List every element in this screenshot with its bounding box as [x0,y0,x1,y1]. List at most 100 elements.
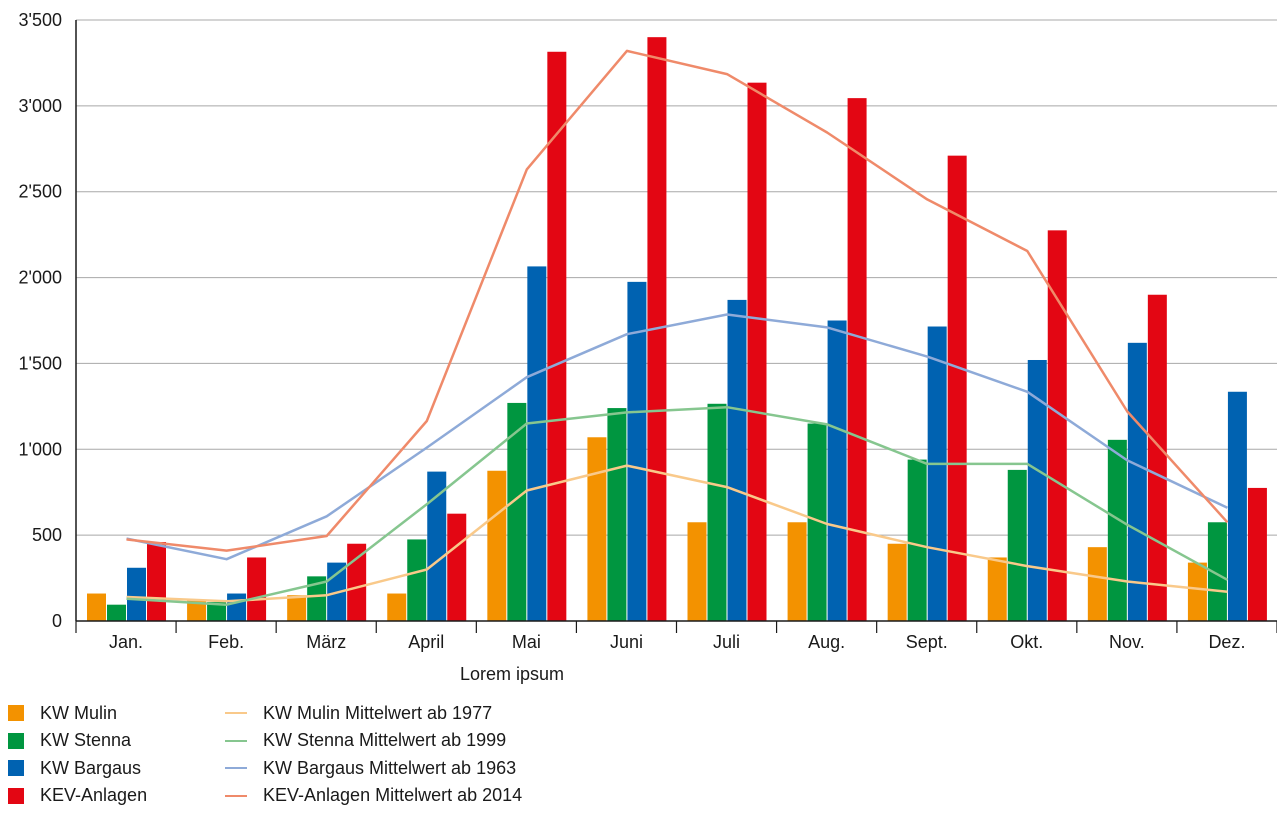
legend-swatch [8,732,24,749]
x-tick-label: April [408,632,444,652]
bar-kw-mulin [1087,547,1107,621]
bar-kw-stenna [607,408,627,621]
y-tick-label: 2'500 [19,182,62,202]
x-axis-title: Lorem ipsum [460,664,564,684]
bar-kw-stenna [207,602,227,621]
legend-label: KEV-Anlagen Mittelwert ab 2014 [263,785,523,805]
y-tick-label: 1'500 [19,353,62,373]
bar-kev-anlagen [147,542,166,621]
bar-kw-stenna [407,539,427,621]
bar-kw-stenna [307,576,327,621]
x-tick-label: Dez. [1208,632,1245,652]
legend-swatch [8,787,24,804]
bar-kev-anlagen [447,513,467,621]
bar-line-chart: 0 500 1'000 1'500 2'000 2'500 3'000 3'500 Jan. F… [19,10,1277,684]
line-kev-anlagen-mittelwert-ab-2014 [126,49,1229,552]
legend-item: KEV-Anlagen [8,785,147,807]
legend-label: KW Stenna [40,730,132,750]
y-tick-label: 0 [52,611,62,631]
bar-kev-anlagen [847,98,867,621]
x-tick-label: Feb. [208,632,244,652]
x-tick-label: Juli [713,632,740,652]
bar-kw-stenna [507,402,527,621]
bar-series [87,37,1267,621]
bar-kw-mulin [487,470,507,621]
legend-label: KW Bargaus Mittelwert ab 1963 [263,757,517,778]
bar-kev-anlagen [1147,294,1167,621]
y-tick-label: 3'000 [19,96,62,116]
legend-label: KW Mulin [40,702,118,723]
bar-kev-anlagen [1047,230,1067,621]
line-kw-bargaus-mittelwert-ab-1963 [126,313,1228,561]
x-tick-label: Mai [512,632,541,652]
y-tick-label: 3'500 [19,10,62,30]
bar-kw-bargaus [627,281,647,621]
bar-kw-mulin [87,593,106,621]
bar-kw-mulin [787,522,807,621]
line-kw-mulin-mittelwert-ab-1977 [126,464,1228,603]
bar-kw-stenna [1007,469,1027,621]
legend-item: KW Stenna Mittelwert ab 1999 [225,730,506,752]
bar-kw-stenna [1207,522,1227,621]
legend: KW Mulin KW Stenna KW Bargaus KEV-Anlagen KW… [8,702,708,812]
bar-kw-mulin [687,522,707,621]
x-tick-label: März [306,632,346,652]
legend-item: KW Mulin Mittelwert ab 1977 [225,702,492,724]
bar-kw-stenna [1107,439,1127,621]
legend-swatch [8,705,24,721]
line-series [126,49,1229,606]
bar-kw-stenna [707,403,727,621]
y-tick-label: 1'000 [19,439,62,459]
bar-kev-anlagen [547,51,567,621]
legend-line-swatch [225,794,247,797]
x-tick-label: Juni [610,632,643,652]
x-tick-label: Nov. [1109,632,1145,652]
y-axis-tick-labels: 0 500 1'000 1'500 2'000 2'500 3'000 3'500 [19,10,62,631]
x-tick-label: Sept. [906,632,948,652]
x-tick-label: Aug. [808,632,845,652]
bar-kev-anlagen [247,557,267,621]
legend-label: KEV-Anlagen [40,785,148,805]
bar-kw-bargaus [227,593,247,621]
legend-line-swatch [225,712,247,714]
bar-kw-stenna [907,459,927,621]
bar-kw-bargaus [827,320,847,621]
bar-kw-bargaus [427,471,447,621]
grid-lines [76,19,1277,536]
bar-kev-anlagen [747,82,767,621]
bar-kw-bargaus [527,266,547,621]
y-tick-label: 2'000 [19,268,62,288]
bar-kw-bargaus [1127,342,1147,621]
bar-kw-bargaus [927,326,947,621]
legend-swatch [8,760,24,776]
x-tick-label: Jan. [109,632,143,652]
bar-kev-anlagen [347,543,367,621]
bar-kw-bargaus [1027,359,1047,621]
line-kw-stenna-mittelwert-ab-1999 [126,405,1229,606]
bar-kev-anlagen [947,155,967,621]
bar-kw-mulin [287,595,307,621]
legend-item: KW Mulin [8,702,117,724]
legend-item: KW Bargaus [8,757,141,779]
bar-kw-mulin [1187,562,1207,621]
legend-line-swatch [225,739,247,742]
bar-kw-mulin [587,437,607,621]
legend-item: KW Stenna [8,730,131,752]
x-axis: Jan. Feb. März April Mai Juni Juli Aug. Sept. Okt… [75,20,1277,652]
legend-item: KEV-Anlagen Mittelwert ab 2014 [225,785,522,807]
bar-kw-bargaus [727,299,747,621]
bar-kw-mulin [187,600,207,621]
legend-label: KW Stenna Mittelwert ab 1999 [263,730,507,750]
x-tick-label: Okt. [1010,632,1043,652]
bar-kw-bargaus [1227,391,1247,621]
legend-line-swatch [225,767,247,769]
legend-label: KW Bargaus [40,757,142,778]
bar-kw-mulin [387,593,407,621]
legend-label: KW Mulin Mittelwert ab 1977 [263,702,493,723]
legend-item: KW Bargaus Mittelwert ab 1963 [225,757,516,779]
y-tick-label: 500 [32,525,62,545]
bar-kw-bargaus [127,567,146,621]
bar-kw-stenna [107,604,126,621]
bar-kw-mulin [887,543,907,621]
bar-kw-stenna [807,423,827,621]
